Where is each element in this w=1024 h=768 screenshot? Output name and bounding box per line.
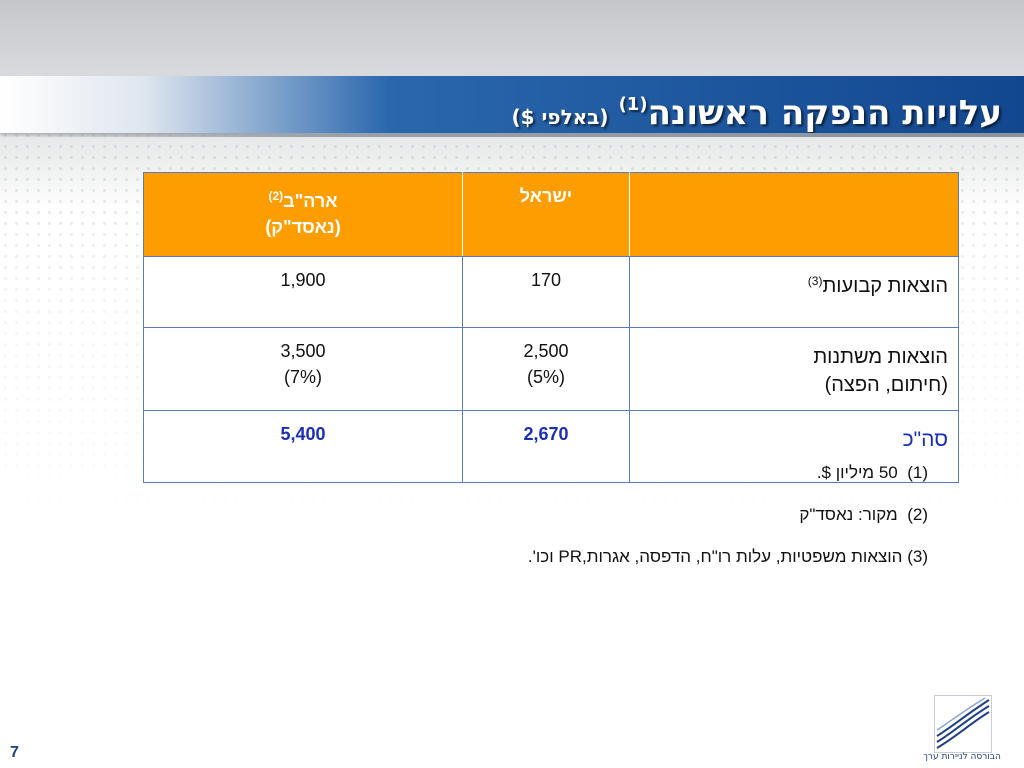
title-unit: (באלפי $) [511, 105, 609, 129]
footnote-item: (1) 50 מיליון $. [528, 462, 928, 484]
logo-graphic [936, 697, 990, 749]
header-usa-footnote-mark: (2) [268, 189, 284, 203]
israel-value-cell: 2,500 (5%) [462, 327, 630, 411]
cost-table: ישראל ארה"ב(2) (נאסד"ק) הוצאות קבועות(3)… [143, 172, 959, 483]
footnote-item: (3) הוצאות משפטיות, עלות רו"ח, הדפסה, אג… [528, 546, 928, 568]
table-row-total: סה"כ 2,670 5,400 [143, 410, 959, 483]
title-main: עלויות הנפקה ראשונה [647, 93, 1002, 133]
israel-value-cell: 2,670 [462, 410, 630, 483]
footnote-text: 50 מיליון $. [816, 463, 898, 482]
usa-value-cell: 1,900 [143, 256, 463, 328]
table-row: הוצאות קבועות(3) 170 1,900 [143, 256, 959, 328]
header-usa: ארה"ב(2) (נאסד"ק) [143, 172, 463, 257]
footnote-text: הוצאות משפטיות, עלות רו"ח, הדפסה, אגרות,… [527, 547, 903, 566]
israel-percent: (5%) [526, 367, 565, 387]
footnote-item: (2) מקור: נאסד"ק [528, 504, 928, 526]
usa-percent: (7%) [283, 367, 322, 387]
israel-value: 2,670 [523, 424, 569, 444]
row-label-text: סה"כ [902, 428, 948, 451]
footnote-number: (3) [907, 547, 928, 566]
row-label: הוצאות קבועות(3) [629, 256, 959, 328]
usa-value: 3,500 [280, 341, 326, 361]
title-bar: עלויות הנפקה ראשונה(1) (באלפי $) [0, 76, 1024, 137]
footnotes: (1) 50 מיליון $. (2) מקור: נאסד"ק (3) הו… [528, 462, 928, 588]
table-row: הוצאות משתנות (חיתום, הפצה) 2,500 (5%) 3… [143, 327, 959, 411]
title-footnote-mark: (1) [618, 94, 648, 115]
slide-title: עלויות הנפקה ראשונה(1) (באלפי $) [512, 76, 1003, 133]
page-number: 7 [10, 744, 19, 761]
usa-value: 5,400 [280, 424, 326, 444]
israel-value: 2,500 [523, 341, 569, 361]
header-usa-exchange: (נאסד"ק) [265, 217, 341, 237]
israel-value: 170 [530, 270, 562, 290]
header-usa-label: ארה"ב [283, 191, 338, 211]
footnote-number: (2) [907, 505, 928, 524]
row-label-text: הוצאות משתנות [813, 346, 948, 368]
row-label-footnote-mark: (3) [807, 274, 823, 288]
israel-value-cell: 170 [462, 256, 630, 328]
footnote-text: מקור: נאסד"ק [799, 505, 898, 524]
row-label: הוצאות משתנות (חיתום, הפצה) [629, 327, 959, 411]
header-label-cell [629, 172, 959, 257]
usa-value-cell: 5,400 [143, 410, 463, 483]
logo-caption: הבורסה לניירות ערך [923, 752, 1001, 762]
header-israel: ישראל [462, 172, 630, 257]
table-header-row: ישראל ארה"ב(2) (נאסד"ק) [143, 172, 959, 257]
header-israel-label: ישראל [519, 186, 573, 206]
row-label-detail: (חיתום, הפצה) [824, 374, 948, 396]
row-label: סה"כ [629, 410, 959, 483]
row-label-text: הוצאות קבועות [822, 275, 948, 297]
stock-exchange-logo-icon [934, 695, 992, 753]
usa-value-cell: 3,500 (7%) [143, 327, 463, 411]
footnote-number: (1) [907, 463, 928, 482]
usa-value: 1,900 [280, 270, 326, 290]
